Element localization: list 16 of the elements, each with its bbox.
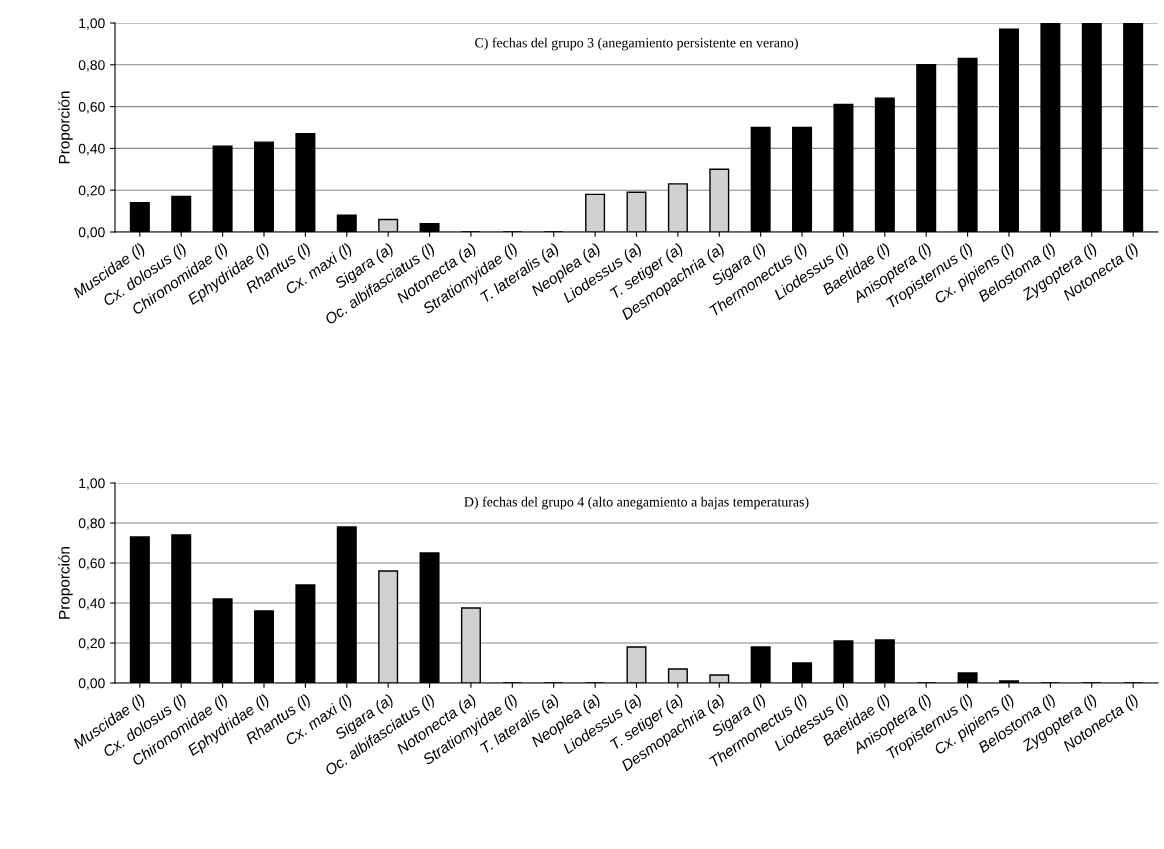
y-axis-title: Proporción	[58, 91, 73, 164]
y-axis-title: Proporción	[58, 547, 73, 619]
text: C) fechas del grupo 3 (anegamiento persistente en verano)	[475, 37, 798, 51]
text: D) fechas del grupo 4 (alto anegamiento a bajas temperaturas)	[464, 496, 809, 510]
y-tick-label: 0,40	[78, 598, 105, 610]
y-tick-label: 0,00	[78, 227, 105, 239]
y-tick-label: 0,80	[78, 518, 105, 530]
y-tick-label: 0,20	[78, 638, 105, 650]
y-tick-label: 0,40	[78, 143, 105, 156]
y-tick-label: 1,00	[79, 478, 105, 490]
y-tick-label: 0,20	[78, 185, 105, 198]
y-tick-label: 1,00	[79, 18, 105, 30]
y-tick-label: 0,00	[78, 678, 105, 690]
y-tick-label: 0,60	[78, 558, 105, 570]
y-tick-label: 0,60	[78, 101, 105, 114]
y-tick-label: 0,80	[78, 60, 105, 72]
